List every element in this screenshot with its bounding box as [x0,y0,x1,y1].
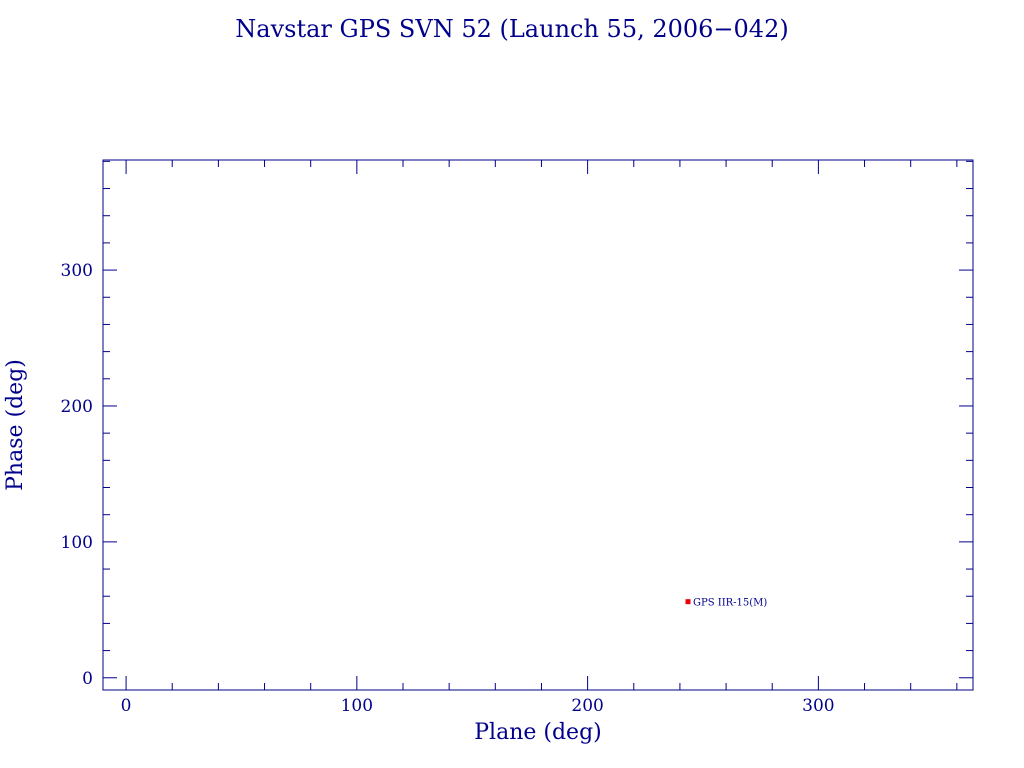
x-tick-label: 300 [802,696,834,716]
y-tick-label: 200 [61,397,93,417]
x-tick-label: 200 [571,696,603,716]
y-tick-label: 300 [61,261,93,281]
data-points: GPS IIR-15(M) [685,598,767,609]
chart-title: Navstar GPS SVN 52 (Launch 55, 2006−042) [235,15,788,43]
x-tick-label: 0 [121,696,132,716]
plot-frame [102,159,974,691]
axis-ticks [103,160,973,690]
x-tick-label: 100 [341,696,373,716]
axis-tick-labels: 0 100 200 300 0 100 200 300 [61,261,835,716]
x-axis-label: Plane (deg) [474,720,602,745]
data-point-marker [685,599,691,605]
data-point-label: GPS IIR-15(M) [693,598,767,609]
y-axis-label: Phase (deg) [3,359,28,491]
y-tick-label: 0 [82,669,93,689]
y-tick-label: 100 [61,533,93,553]
